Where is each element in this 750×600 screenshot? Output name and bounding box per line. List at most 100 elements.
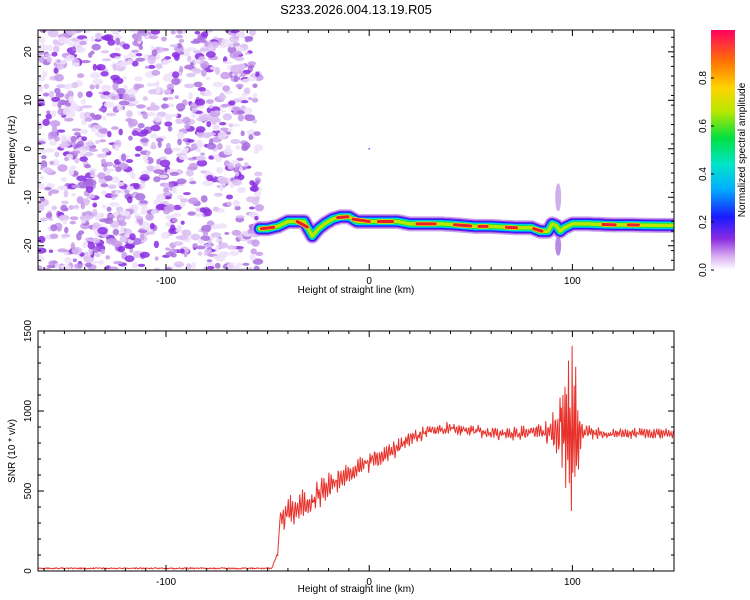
spectrogram-noise-speck (200, 195, 208, 203)
spectrogram-noise-speck (82, 241, 88, 249)
spectrogram-noise-speck (161, 61, 169, 65)
spectrogram-noise-speck (54, 87, 61, 94)
spectrogram-noise-speck (53, 67, 59, 74)
snr-marks (38, 345, 674, 570)
spectrogram-disturbance (555, 235, 562, 256)
spectrogram-noise-speck (66, 110, 76, 118)
spectrogram-noise-speck (64, 156, 69, 162)
spectrogram-noise-speck (64, 117, 74, 122)
spectrogram-noise-speck (45, 44, 53, 51)
spectrogram-noise-speck (254, 204, 264, 212)
spectrogram-noise-speck (40, 160, 48, 169)
spectrogram-noise-speck (163, 187, 170, 193)
spectrogram-noise-speck (254, 171, 263, 177)
spectrogram-noise-speck (56, 63, 65, 70)
spectrogram-noise-speck (140, 129, 150, 135)
spectrogram-noise-speck (42, 118, 50, 126)
spectrogram-noise-speck (114, 190, 120, 195)
spectrogram-noise-speck (95, 140, 100, 144)
spectrogram-noise-speck (249, 185, 259, 192)
spectrogram-noise-speck (126, 185, 135, 191)
spectrogram-noise-speck (130, 172, 136, 180)
spectrogram-xtick-label: 100 (564, 276, 581, 287)
spectrogram-noise-speck (233, 74, 238, 82)
spectrogram-noise-speck (51, 101, 58, 107)
spectrogram-track (252, 148, 674, 256)
spectrogram-noise-speck (139, 251, 150, 258)
spectrogram-noise-speck (166, 83, 174, 91)
spectrogram-noise-speck (197, 251, 203, 256)
spectrogram-noise-speck (38, 51, 44, 56)
spectrogram-noise-speck (195, 139, 203, 148)
spectrogram-noise-speck (44, 186, 52, 191)
spectrogram-noise-speck (133, 250, 142, 258)
spectrogram-noise-speck (76, 175, 87, 182)
spectrogram-noise-speck (53, 45, 60, 53)
spectrogram-noise-speck (184, 123, 191, 130)
spectrogram-noise-speck (197, 87, 206, 92)
spectrogram-noise-speck (153, 176, 161, 183)
spectrogram-noise-speck (195, 59, 201, 64)
spectrogram-noise-speck (157, 140, 162, 148)
spectrogram-noise-speck (175, 34, 184, 39)
spectrogram-noise-speck (220, 71, 231, 80)
spectrogram-noise-speck (206, 266, 215, 270)
spectrogram-noise-speck (253, 265, 260, 270)
spectrogram-noise-speck (114, 147, 119, 152)
spectrogram-noise-speck (155, 86, 161, 94)
spectrogram-noise-speck (107, 39, 116, 46)
spectrogram-noise-speck (122, 76, 128, 80)
spectrogram-noise-speck (150, 133, 158, 139)
spectrogram-noise-speck (207, 253, 213, 257)
spectrogram-noise-speck (105, 169, 111, 176)
spectrogram-noise-speck (188, 162, 198, 171)
spectrogram-noise-speck (85, 262, 92, 268)
spectrogram-noise-speck (204, 248, 210, 256)
spectrogram-noise-speck (167, 126, 173, 132)
spectrogram-noise-speck (172, 71, 180, 79)
spectrogram-noise-speck (170, 30, 176, 35)
spectrogram-noise-speck (169, 224, 176, 232)
spectrogram-noise-speck (88, 148, 98, 152)
spectrogram-noise-speck (132, 261, 138, 269)
spectrogram-noise-speck (69, 221, 77, 225)
spectrogram-noise (38, 30, 264, 270)
spectrogram-noise-speck (60, 177, 67, 182)
spectrogram-noise-speck (45, 212, 53, 219)
spectrogram-noise-speck (242, 262, 250, 266)
spectrogram-noise-speck (155, 63, 163, 70)
spectrogram-noise-speck (190, 40, 201, 44)
spectrogram-noise-speck (101, 84, 112, 92)
spectrogram-noise-speck (231, 123, 240, 127)
spectrogram-noise-speck (191, 261, 196, 270)
spectrogram-noise-speck (133, 83, 140, 91)
spectrogram-noise-speck (175, 227, 183, 233)
spectrogram-noise-speck (118, 128, 123, 136)
spectrogram-noise-speck (182, 116, 191, 125)
spectrogram-noise-speck (122, 43, 130, 50)
spectrogram-noise-speck (176, 225, 182, 229)
spectrogram-noise-speck (176, 42, 183, 49)
spectrogram-noise-speck (189, 177, 194, 182)
spectrogram-noise-speck (71, 128, 82, 132)
spectrogram-noise-speck (38, 255, 44, 263)
spectrogram-noise-speck (98, 127, 108, 135)
spectrogram-noise-speck (44, 53, 52, 58)
spectrogram-noise-speck (187, 157, 197, 161)
spectrogram-noise-speck (74, 263, 83, 269)
spectrogram-noise-speck (150, 124, 161, 132)
spectrogram-track-peak (295, 220, 309, 229)
spectrogram-noise-speck (226, 194, 233, 200)
spectrogram-noise-speck (38, 85, 44, 93)
spectrogram-noise-speck (75, 46, 86, 53)
spectrogram-noise-speck (228, 100, 236, 106)
spectrogram-noise-speck (80, 129, 89, 134)
colorbar-tick-label: 0.4 (698, 167, 709, 181)
spectrogram-noise-speck (140, 170, 151, 175)
spectrogram-noise-speck (171, 218, 178, 223)
spectrogram-noise-speck (240, 130, 245, 137)
spectrogram-noise-speck (79, 156, 88, 162)
spectrogram-noise-speck (203, 243, 214, 248)
